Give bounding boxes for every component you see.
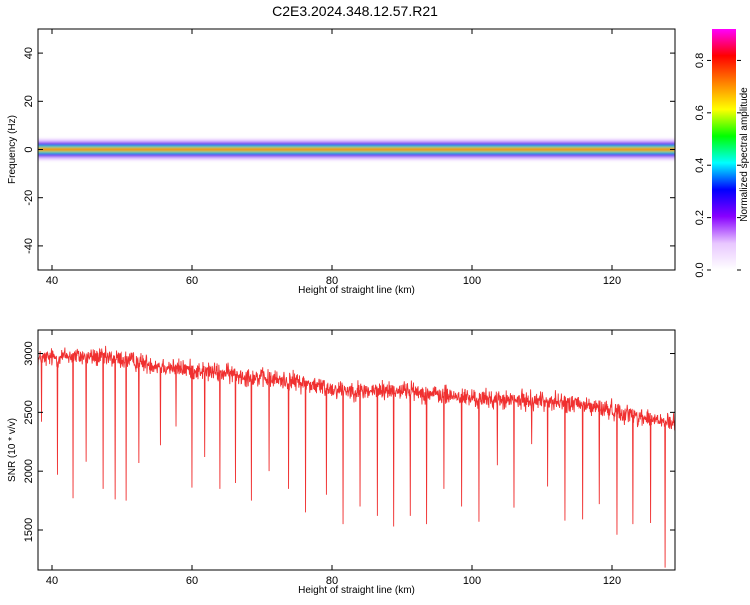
colorbar-tick-label: 0.6 bbox=[694, 105, 706, 120]
colorbar-label: Normalized spectral amplitude bbox=[739, 87, 750, 222]
spectrogram-y-tick-label: 20 bbox=[23, 95, 35, 107]
colorbar-tick-label: 0.0 bbox=[694, 262, 706, 277]
spectrogram-y-tick-label: -20 bbox=[23, 190, 35, 206]
snr-y-tick-label: 1500 bbox=[23, 518, 35, 542]
spectrogram-x-tick-label: 80 bbox=[326, 275, 338, 287]
snr-y-tick-label: 2000 bbox=[23, 459, 35, 483]
spectrogram-band-layer bbox=[38, 148, 675, 151]
snr-x-tick-label: 80 bbox=[326, 575, 338, 587]
snr-panel: 40 60 80 100 120 1500 2000 2500 3000 Height of s… bbox=[7, 329, 676, 596]
snr-x-tick-label: 100 bbox=[463, 575, 481, 587]
spectrogram-x-tick-label: 100 bbox=[463, 275, 481, 287]
spectrogram-x-tick-label: 40 bbox=[46, 275, 58, 287]
snr-series-line bbox=[38, 345, 675, 568]
snr-x-tick-label: 120 bbox=[603, 575, 621, 587]
spectrogram-x-axis-label: Height of straight line (km) bbox=[298, 285, 415, 296]
spectrogram-x-tick-label: 60 bbox=[186, 275, 198, 287]
colorbar-tick-label: 0.2 bbox=[694, 210, 706, 225]
snr-x-tick-label: 60 bbox=[186, 575, 198, 587]
snr-x-tick-label: 40 bbox=[46, 575, 58, 587]
colorbar-tick-label: 0.8 bbox=[694, 53, 706, 68]
snr-y-tick-label: 2500 bbox=[23, 400, 35, 424]
spectrogram-y-axis-label: Frequency (Hz) bbox=[7, 115, 18, 184]
spectrogram-panel: 40 60 80 100 120 -40 -20 0 20 40 Height of straig… bbox=[7, 28, 676, 296]
snr-y-tick-label: 3000 bbox=[23, 341, 35, 365]
spectrogram-x-tick-label: 120 bbox=[603, 275, 621, 287]
spectrogram-band bbox=[38, 138, 675, 161]
snr-y-axis-label: SNR (10 * v/v) bbox=[7, 418, 18, 482]
spectrogram-y-tick-label: 0 bbox=[23, 146, 35, 152]
snr-frame bbox=[37, 329, 676, 571]
spectrogram-y-tick-label: 40 bbox=[23, 47, 35, 59]
colorbar-gradient bbox=[712, 29, 736, 270]
colorbar: 0.0 0.2 0.4 0.6 0.8 Normalized spectral ampl… bbox=[694, 29, 750, 278]
colorbar-tick-label: 0.4 bbox=[694, 158, 706, 173]
spectrogram-y-tick-label: -40 bbox=[23, 238, 35, 254]
chart-title: C2E3.2024.348.12.57.R21 bbox=[272, 3, 438, 19]
snr-x-axis-label: Height of straight line (km) bbox=[298, 585, 415, 596]
